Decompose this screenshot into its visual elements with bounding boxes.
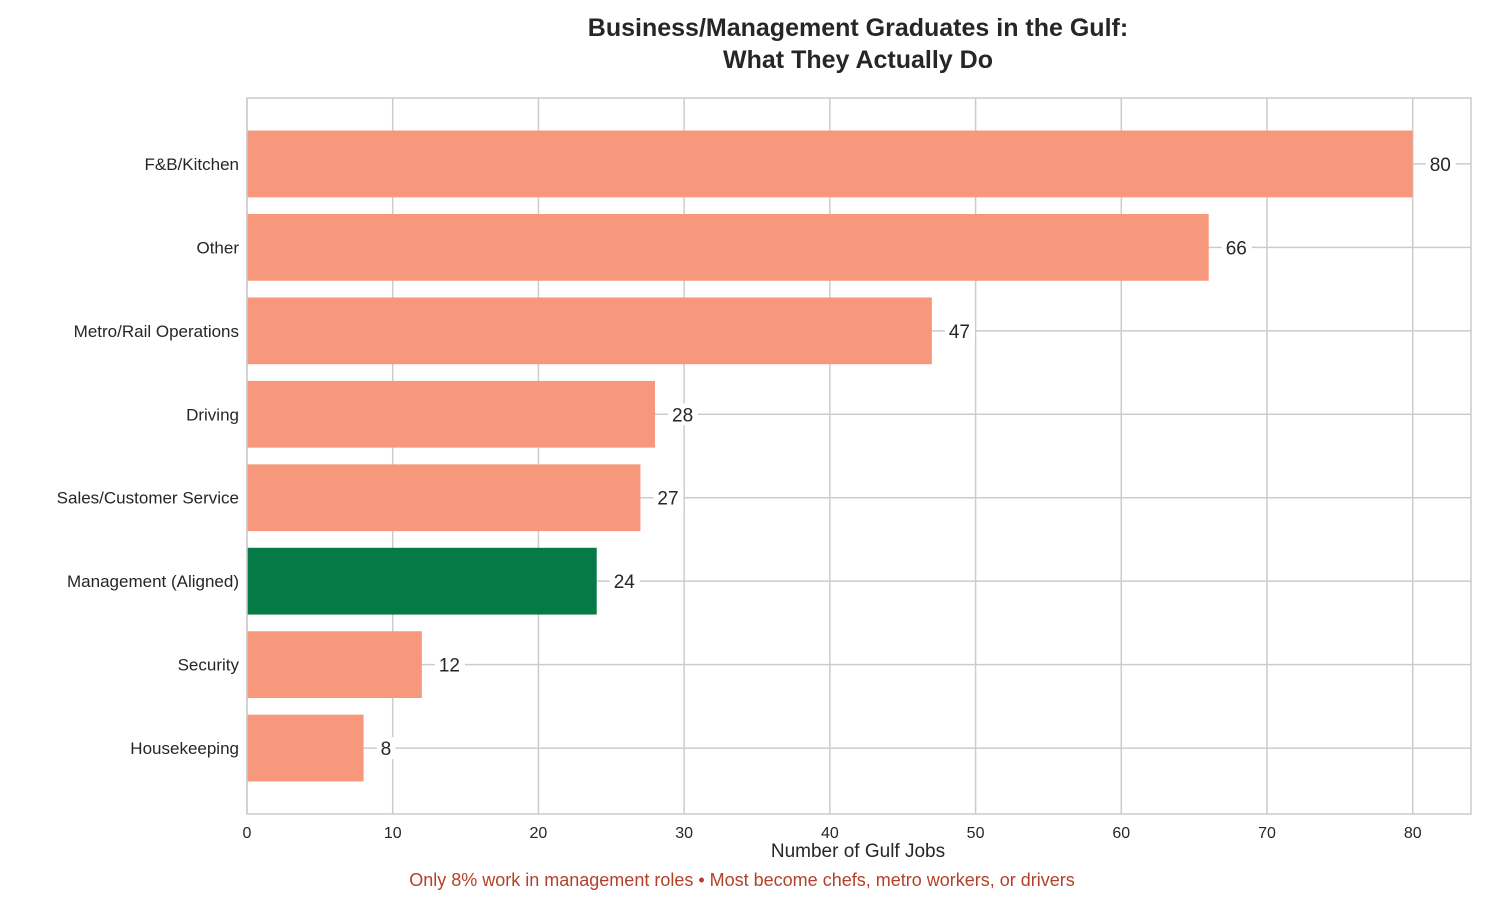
- y-tick-label: Driving: [186, 405, 239, 424]
- data-label-bg: [668, 403, 698, 426]
- x-tick-label: 30: [675, 825, 693, 842]
- data-label: 27: [657, 489, 678, 510]
- y-tick-label: Sales/Customer Service: [57, 489, 239, 508]
- data-label: 28: [672, 405, 693, 426]
- y-tick-label: Housekeeping: [130, 739, 239, 758]
- data-label-bg: [434, 653, 465, 676]
- y-tick-label: Other: [196, 238, 239, 257]
- y-tick-label: F&B/Kitchen: [145, 155, 240, 174]
- chart-title-line2: What They Actually Do: [723, 46, 993, 74]
- y-tick-label: Metro/Rail Operations: [74, 322, 239, 341]
- data-label: 8: [381, 739, 392, 760]
- x-tick-label: 10: [384, 825, 402, 842]
- x-tick-label: 20: [530, 825, 548, 842]
- data-label: 47: [949, 322, 970, 343]
- bar: [247, 297, 932, 365]
- x-tick-label: 50: [967, 825, 985, 842]
- bar: [247, 380, 655, 448]
- x-axis-label: Number of Gulf Jobs: [771, 841, 945, 862]
- data-label: 24: [614, 572, 636, 593]
- x-tick-label: 70: [1258, 825, 1276, 842]
- data-label: 80: [1430, 155, 1451, 176]
- x-tick-label: 80: [1404, 825, 1422, 842]
- bar: [247, 213, 1209, 281]
- bar: [247, 631, 422, 699]
- labels: 0 10 20 30 40 50 60 70 80 F&B/Kitchen 80 Other 66 Met…: [57, 152, 1456, 842]
- y-tick-label: Security: [178, 656, 240, 675]
- bar: [247, 714, 364, 782]
- plot-frame: [246, 97, 1472, 815]
- data-label: 66: [1226, 238, 1247, 259]
- x-tick-label: 0: [243, 825, 252, 842]
- bar: [247, 130, 1413, 198]
- data-label-bg: [1425, 152, 1456, 175]
- footnote: Only 8% work in management roles • Most …: [409, 870, 1075, 890]
- data-label-bg: [653, 486, 684, 509]
- data-label-bg: [944, 319, 975, 342]
- data-label-bg: [609, 570, 640, 593]
- data-label-bg: [376, 737, 396, 760]
- y-tick-label: Management (Aligned): [67, 572, 239, 591]
- bars: [247, 130, 1413, 782]
- bar: [247, 547, 597, 615]
- x-tick-label: 60: [1112, 825, 1130, 842]
- bar: [247, 464, 641, 532]
- grid: [246, 98, 1471, 814]
- data-label: 12: [439, 656, 460, 677]
- chart-title-line1: Business/Management Graduates in the Gul…: [588, 14, 1128, 42]
- x-tick-label: 40: [821, 825, 839, 842]
- data-label-bg: [1221, 236, 1252, 259]
